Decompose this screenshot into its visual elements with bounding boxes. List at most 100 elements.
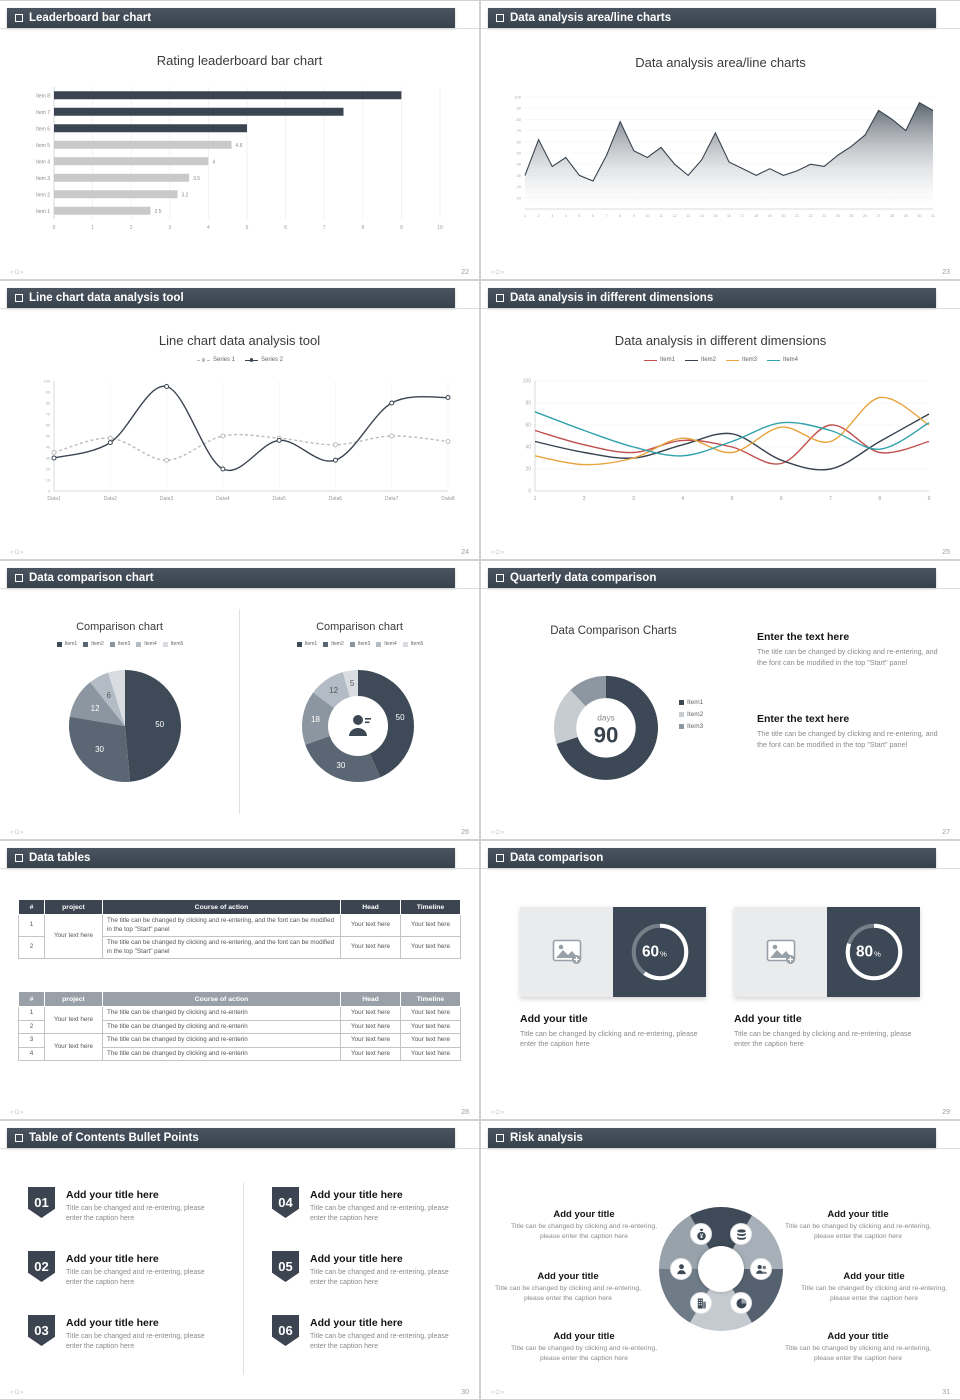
cell-num: 3 [18, 1033, 45, 1048]
cell-course: The title can be changed by clicking and… [102, 936, 341, 959]
page-number: 26 [461, 829, 469, 836]
slide-toc-bullets: Table of Contents Bullet Points 01 Add y… [0, 1121, 479, 1399]
svg-text:1: 1 [534, 496, 537, 502]
cell-num: 2 [18, 1019, 45, 1034]
svg-text:3.2: 3.2 [182, 192, 189, 198]
svg-text:80: 80 [46, 402, 50, 406]
svg-text:7: 7 [829, 496, 832, 502]
svg-text:6: 6 [780, 496, 783, 502]
block-heading: Enter the text here [757, 631, 850, 643]
slide-logo: «O» [10, 1110, 25, 1116]
svg-text:Item 6: Item 6 [36, 126, 50, 132]
svg-text:18: 18 [311, 715, 320, 724]
risk-item-caption: Title can be changed by clicking and re-… [801, 1285, 947, 1302]
cell-head: Your text here [340, 1033, 401, 1048]
svg-text:80: 80 [855, 944, 872, 961]
svg-text:30: 30 [336, 761, 345, 770]
legend-marker [349, 641, 355, 647]
page-number: 31 [942, 1389, 950, 1396]
svg-text:8: 8 [878, 496, 881, 502]
svg-text:days: days [597, 712, 615, 722]
legend-label: Item5 [410, 641, 424, 647]
svg-text:20: 20 [517, 184, 522, 189]
toc-number-badge: 01 [28, 1187, 55, 1218]
legend-item: Item1 [56, 641, 77, 647]
page-number: 25 [942, 549, 950, 556]
svg-text:Data8: Data8 [441, 496, 455, 502]
slide-header: Data comparison [488, 848, 936, 868]
cell-timeline: Your text here [400, 1033, 461, 1048]
risk-item-title: Add your title [537, 1271, 599, 1282]
progress-ring-60: 60% [631, 923, 688, 981]
svg-text:100: 100 [44, 380, 50, 384]
svg-text:10: 10 [517, 195, 522, 200]
toc-item-caption: Title can be changed and re-entering, pl… [66, 1333, 205, 1351]
image-icon [766, 939, 795, 964]
image-placeholder [520, 907, 613, 997]
slide-header: Quarterly data comparison [488, 568, 936, 588]
svg-text:0: 0 [53, 225, 56, 231]
square-bullet-icon [496, 854, 504, 862]
legend-marker [136, 641, 142, 647]
table-row: 1 Your text here The title can be change… [18, 1006, 461, 1034]
legend-item: Item4 [767, 357, 798, 363]
slide-header-title: Quarterly data comparison [510, 572, 657, 584]
col-header-timeline: Timeline [400, 899, 461, 915]
slide-header: Line chart data analysis tool [7, 288, 455, 308]
svg-text:50: 50 [517, 151, 522, 156]
legend-label: Item3 [687, 723, 704, 730]
toc-item-title: Add your title here [66, 1189, 159, 1201]
risk-item: Add your title Title can be changed by c… [783, 1331, 933, 1363]
legend-item: Item4 [136, 641, 157, 647]
cell-num: 1 [18, 1006, 45, 1021]
svg-text:10: 10 [437, 225, 443, 231]
slide-line-chart-tool: Line chart data analysis tool Line chart… [0, 281, 479, 559]
legend-marker [245, 358, 258, 362]
table-row: 3 Your text here The title can be change… [18, 1033, 461, 1061]
svg-text:60: 60 [525, 423, 531, 429]
toc-item: Add your title here Title can be changed… [310, 1253, 462, 1288]
cell-timeline: Your text here [400, 936, 461, 959]
header-divider [0, 588, 479, 589]
pie-legend: Item1 Item2 Item3 Item4 Item5 [10, 641, 230, 647]
svg-text:2: 2 [583, 496, 586, 502]
svg-text:60: 60 [46, 424, 50, 428]
cell-timeline: Your text here [400, 1019, 461, 1034]
slide-header-title: Leaderboard bar chart [29, 12, 152, 24]
svg-text:2: 2 [538, 214, 540, 218]
cell-head: Your text here [340, 914, 401, 937]
card-caption: Title can be changed by clicking and re-… [734, 1029, 912, 1049]
svg-text:10: 10 [46, 479, 50, 483]
svg-text:60: 60 [641, 944, 658, 961]
svg-text:9: 9 [400, 225, 403, 231]
col-header-timeline: Timeline [400, 991, 461, 1007]
svg-text:12: 12 [329, 686, 338, 695]
legend-marker [767, 359, 781, 361]
comparison-donut-chart: 50 30 18 12 5 [302, 670, 415, 782]
square-bullet-icon [15, 294, 23, 302]
svg-text:50: 50 [46, 435, 50, 439]
slide-header-title: Data tables [29, 852, 91, 864]
square-bullet-icon [496, 294, 504, 302]
legend-label: Item4 [144, 641, 157, 647]
square-bullet-icon [15, 854, 23, 862]
risk-item-caption: Title can be changed by clicking and re-… [495, 1285, 641, 1302]
risk-item: Add your title Title can be changed by c… [783, 1209, 933, 1241]
svg-text:6: 6 [284, 225, 287, 231]
risk-item-title: Add your title [553, 1209, 615, 1220]
page-number: 27 [942, 829, 950, 836]
svg-text:9: 9 [633, 214, 635, 218]
risk-item: Add your title Title can be changed by c… [509, 1331, 659, 1363]
cell-num: 1 [18, 914, 45, 937]
legend-label: Item2 [91, 641, 104, 647]
svg-text:50: 50 [396, 713, 405, 722]
people-icon [750, 1258, 772, 1280]
slide-header-title: Table of Contents Bullet Points [29, 1132, 199, 1144]
slide-header: Leaderboard bar chart [7, 8, 455, 28]
svg-text:23: 23 [822, 214, 826, 218]
card-caption: Title can be changed by clicking and re-… [520, 1029, 698, 1049]
slide-logo: «O» [491, 1110, 506, 1116]
cell-course: The title can be changed by clicking and… [102, 1046, 341, 1061]
image-icon [552, 939, 581, 964]
legend-marker [56, 641, 62, 647]
